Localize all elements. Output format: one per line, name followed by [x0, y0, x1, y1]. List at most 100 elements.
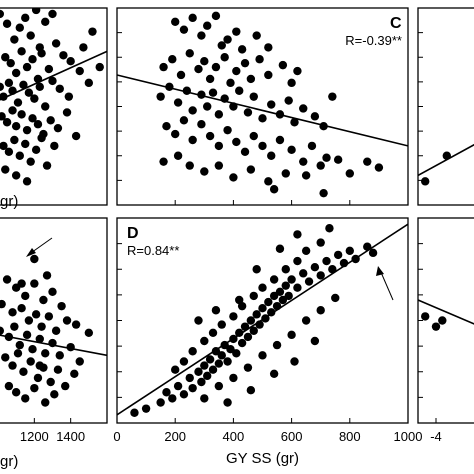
arrow-annotation-bottom-left [26, 237, 53, 257]
data-point [363, 242, 372, 251]
data-point [66, 342, 75, 352]
plot-frame [0, 7, 108, 206]
data-point [15, 23, 24, 32]
data-point [42, 271, 52, 280]
data-point [62, 108, 72, 117]
data-point [223, 35, 232, 44]
data-point [205, 74, 215, 84]
data-point [229, 102, 238, 111]
data-point [301, 246, 311, 255]
data-point [17, 47, 26, 56]
data-point [246, 386, 256, 395]
data-point [28, 55, 37, 64]
data-point [264, 297, 273, 307]
data-point [339, 258, 349, 268]
data-point [48, 287, 57, 296]
data-point [431, 322, 441, 331]
data-point [156, 92, 165, 101]
data-point [171, 129, 180, 139]
data-point [232, 66, 241, 76]
data-point [246, 74, 256, 84]
data-point [240, 58, 250, 68]
data-point [188, 106, 197, 115]
data-point [185, 161, 194, 170]
data-point [200, 361, 209, 370]
data-point [220, 340, 229, 350]
data-point [299, 157, 308, 166]
data-point [95, 62, 104, 72]
data-point [35, 334, 44, 344]
data-point [229, 334, 238, 344]
data-point [232, 137, 241, 147]
data-point [237, 338, 247, 348]
data-point [185, 49, 194, 58]
data-point [31, 145, 41, 155]
data-point [33, 373, 43, 383]
data-point [37, 49, 46, 58]
data-point [421, 177, 430, 186]
data-point [11, 68, 21, 78]
data-point [246, 316, 256, 325]
data-point [316, 161, 325, 170]
data-point [223, 357, 232, 366]
x-tick-label: 600 [281, 429, 303, 444]
data-point [62, 316, 72, 325]
plot-frame [0, 217, 108, 424]
data-point [325, 224, 334, 233]
data-point [41, 17, 50, 26]
data-point [316, 306, 325, 315]
data-point [35, 361, 44, 370]
data-point [51, 326, 61, 335]
data-point [290, 118, 299, 127]
data-point [28, 345, 37, 354]
data-point [214, 161, 224, 170]
data-point [301, 171, 311, 180]
data-point [310, 112, 320, 121]
data-point [21, 394, 30, 403]
panel-top-middle: CR=-0.39** [116, 7, 409, 206]
data-point [243, 332, 253, 342]
data-point [0, 326, 5, 335]
panel-label: C [390, 15, 402, 32]
data-point [130, 408, 139, 417]
data-point [290, 357, 299, 366]
data-point [61, 381, 70, 391]
data-point [197, 31, 206, 40]
data-point [261, 314, 270, 323]
data-point [272, 340, 282, 350]
data-point [26, 157, 35, 166]
data-point [205, 131, 215, 141]
data-point [269, 291, 279, 301]
data-point [46, 377, 55, 387]
data-point [249, 326, 258, 335]
data-point [281, 169, 290, 178]
data-point [26, 357, 35, 366]
data-point [2, 118, 12, 127]
data-point [235, 295, 244, 305]
data-point [28, 114, 37, 123]
data-point [197, 90, 206, 99]
data-point [200, 167, 209, 176]
data-point [275, 287, 285, 296]
data-point [176, 70, 186, 80]
data-point [22, 125, 32, 135]
data-point [2, 275, 12, 284]
data-point [19, 367, 28, 376]
data-point [278, 60, 288, 70]
data-point [307, 141, 317, 151]
data-point [368, 248, 378, 258]
data-point [322, 153, 331, 162]
data-point [71, 320, 81, 329]
data-point [258, 283, 267, 292]
data-point [264, 177, 273, 186]
data-point [267, 308, 276, 317]
data-point [46, 116, 55, 125]
data-point [17, 110, 26, 119]
x-tick-label: 1200 [20, 429, 49, 444]
data-point [8, 361, 17, 370]
data-point [15, 340, 24, 350]
panel-label: D [127, 225, 139, 242]
data-point [168, 55, 177, 64]
data-point [232, 27, 241, 36]
